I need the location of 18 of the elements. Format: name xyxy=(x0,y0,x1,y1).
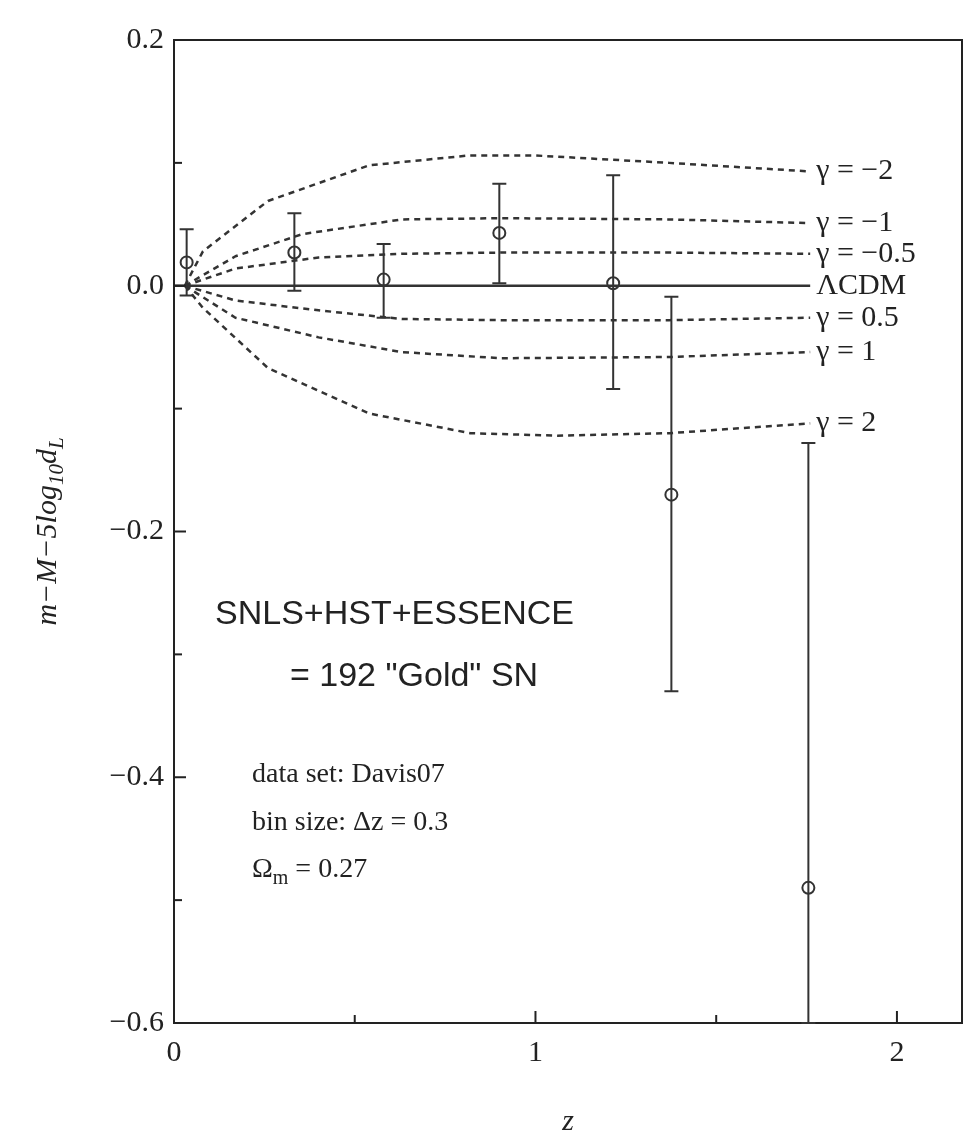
y-tick-label: 0.2 xyxy=(126,20,164,54)
annotation: data set: Davis07 xyxy=(252,757,445,789)
x-tick-label: 2 xyxy=(889,1033,905,1067)
y-tick-label: −0.2 xyxy=(109,512,164,546)
x-axis-title: z xyxy=(561,1102,575,1136)
annotation: = 192 "Gold" SN xyxy=(290,655,539,694)
annotation: SNLS+HST+ESSENCE xyxy=(215,593,575,632)
y-axis-title: m−M−5log10dL xyxy=(28,437,68,626)
y-tick-label: −0.4 xyxy=(109,758,164,792)
y-tick-label: 0.0 xyxy=(126,266,164,300)
series-label: γ = 2 xyxy=(815,404,877,438)
y-tick-label: −0.6 xyxy=(109,1003,164,1037)
x-tick-label: 1 xyxy=(527,1033,543,1067)
series-label: γ = 1 xyxy=(815,332,877,366)
series-label: γ = 0.5 xyxy=(815,298,899,332)
x-tick-label: 0 xyxy=(166,1033,182,1067)
annotation: bin size: Δz = 0.3 xyxy=(252,805,449,837)
series-label: γ = −2 xyxy=(815,152,894,186)
